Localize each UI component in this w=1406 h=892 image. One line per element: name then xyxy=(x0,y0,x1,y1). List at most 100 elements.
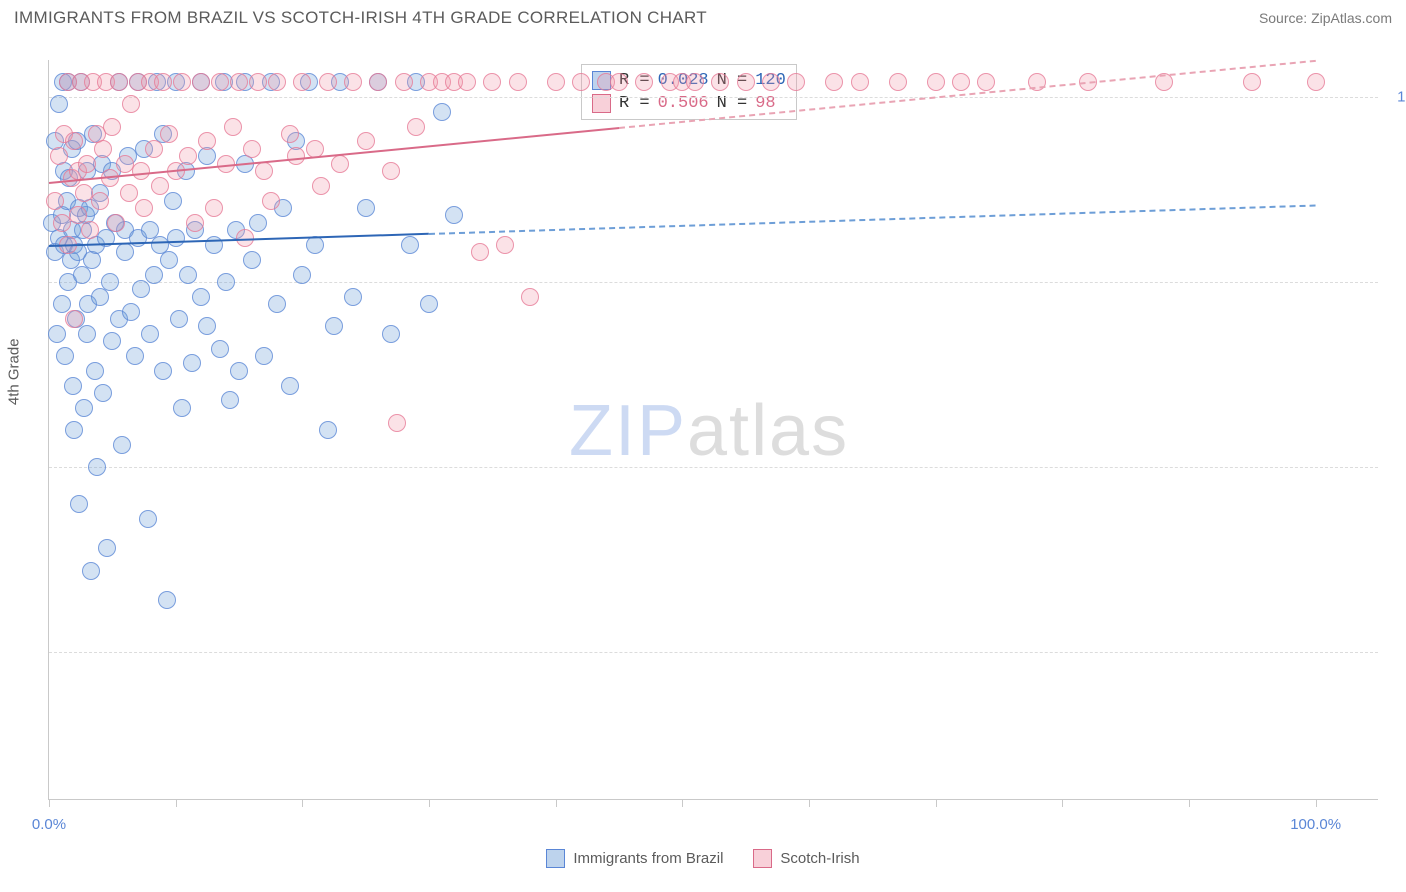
data-point xyxy=(268,73,286,91)
data-point xyxy=(344,288,362,306)
y-tick-label: 95.0% xyxy=(1388,459,1406,476)
x-tick xyxy=(936,799,937,807)
data-point xyxy=(306,236,324,254)
data-point xyxy=(192,288,210,306)
data-point xyxy=(160,251,178,269)
legend-label: Scotch-Irish xyxy=(780,850,859,867)
data-point xyxy=(56,347,74,365)
watermark-atlas: atlas xyxy=(687,391,849,471)
data-point xyxy=(158,591,176,609)
data-point xyxy=(762,73,780,91)
data-point xyxy=(312,177,330,195)
data-point xyxy=(825,73,843,91)
data-point xyxy=(407,118,425,136)
data-point xyxy=(401,236,419,254)
y-axis-title: 4th Grade xyxy=(6,338,23,405)
data-point xyxy=(116,155,134,173)
data-point xyxy=(122,95,140,113)
data-point xyxy=(211,73,229,91)
data-point xyxy=(281,377,299,395)
data-point xyxy=(787,73,805,91)
gridline-h xyxy=(49,282,1378,283)
data-point xyxy=(164,192,182,210)
data-point xyxy=(211,340,229,358)
data-point xyxy=(94,140,112,158)
data-point xyxy=(50,95,68,113)
x-tick xyxy=(49,799,50,807)
gridline-h xyxy=(49,97,1378,98)
data-point xyxy=(686,73,704,91)
data-point xyxy=(145,266,163,284)
x-tick xyxy=(302,799,303,807)
data-point xyxy=(357,132,375,150)
data-point xyxy=(249,214,267,232)
legend-item-brazil: Immigrants from Brazil xyxy=(546,849,723,868)
y-tick-label: 97.5% xyxy=(1388,274,1406,291)
scatter-plot-area: ZIPatlas R = 0.028 N = 120 R = 0.506 N =… xyxy=(48,60,1378,800)
x-tick xyxy=(429,799,430,807)
watermark: ZIPatlas xyxy=(569,390,849,472)
data-point xyxy=(46,192,64,210)
data-point xyxy=(230,362,248,380)
x-tick-label: 100.0% xyxy=(1290,816,1341,833)
data-point xyxy=(217,273,235,291)
data-point xyxy=(547,73,565,91)
data-point xyxy=(122,303,140,321)
data-point xyxy=(420,295,438,313)
data-point xyxy=(268,295,286,313)
trend-line xyxy=(429,204,1316,234)
data-point xyxy=(610,73,628,91)
data-point xyxy=(255,347,273,365)
data-point xyxy=(293,73,311,91)
data-point xyxy=(711,73,729,91)
data-point xyxy=(78,155,96,173)
watermark-zip: ZIP xyxy=(569,391,687,471)
data-point xyxy=(135,199,153,217)
data-point xyxy=(445,206,463,224)
data-point xyxy=(154,73,172,91)
data-point xyxy=(382,325,400,343)
data-point xyxy=(113,436,131,454)
data-point xyxy=(101,273,119,291)
x-tick xyxy=(1062,799,1063,807)
data-point xyxy=(255,162,273,180)
data-point xyxy=(243,251,261,269)
data-point xyxy=(382,162,400,180)
data-point xyxy=(154,362,172,380)
data-point xyxy=(65,310,83,328)
data-point xyxy=(145,140,163,158)
data-point xyxy=(977,73,995,91)
data-point xyxy=(230,73,248,91)
data-point xyxy=(521,288,539,306)
gridline-h xyxy=(49,467,1378,468)
data-point xyxy=(179,147,197,165)
x-tick xyxy=(682,799,683,807)
data-point xyxy=(319,421,337,439)
data-point xyxy=(103,332,121,350)
data-point xyxy=(496,236,514,254)
data-point xyxy=(151,177,169,195)
data-point xyxy=(160,125,178,143)
data-point xyxy=(281,125,299,143)
data-point xyxy=(64,377,82,395)
data-point xyxy=(458,73,476,91)
data-point xyxy=(70,495,88,513)
data-point xyxy=(88,458,106,476)
data-point xyxy=(170,310,188,328)
data-point xyxy=(287,147,305,165)
data-point xyxy=(262,192,280,210)
data-point xyxy=(78,325,96,343)
legend-swatch-pink xyxy=(753,849,772,868)
x-tick-label: 0.0% xyxy=(32,816,66,833)
data-point xyxy=(98,539,116,557)
x-tick xyxy=(1316,799,1317,807)
data-point xyxy=(126,347,144,365)
data-point xyxy=(224,118,242,136)
gridline-h xyxy=(49,652,1378,653)
data-point xyxy=(249,73,267,91)
data-point xyxy=(50,147,68,165)
data-point xyxy=(395,73,413,91)
data-point xyxy=(483,73,501,91)
data-point xyxy=(53,214,71,232)
data-point xyxy=(132,280,150,298)
